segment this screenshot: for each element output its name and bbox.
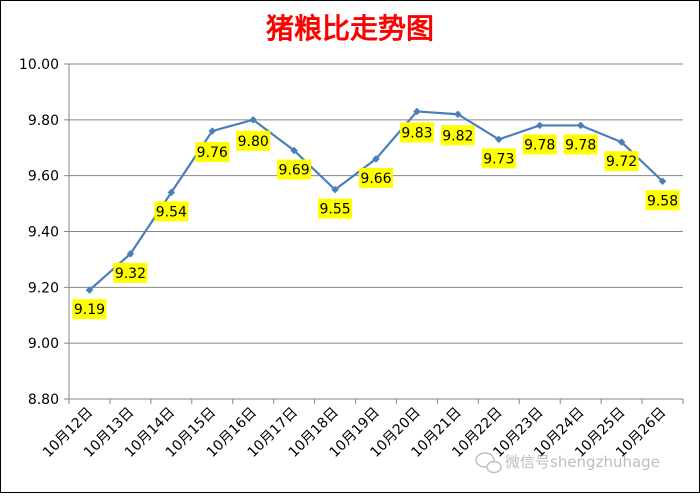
data-point: [413, 107, 421, 116]
data-point: [576, 121, 585, 130]
y-tick-label: 9.40: [28, 225, 59, 241]
gridlines: [69, 63, 683, 344]
data-label-box: [72, 299, 107, 320]
data-label: 9.32: [113, 262, 148, 283]
data-label: 9.66: [359, 167, 393, 188]
data-label: 9.19: [72, 299, 107, 320]
data-label-box: [481, 148, 516, 169]
data-label-box: [563, 134, 598, 155]
data-label-box: [359, 167, 393, 188]
data-label: 9.58: [645, 190, 680, 211]
data-label: 9.83: [399, 122, 434, 143]
data-label-text: 9.72: [606, 154, 637, 170]
data-label-text: 9.19: [74, 302, 105, 318]
chart-title: 猪粮比走势图: [266, 12, 434, 45]
data-label: 9.54: [154, 201, 189, 222]
data-label-box: [440, 125, 475, 146]
data-label-text: 9.73: [483, 151, 514, 167]
data-label-box: [154, 201, 189, 222]
data-label: 9.55: [318, 198, 353, 219]
y-tick-labels: 8.80 9.00 9.20 9.40 9.60 9.80 10.00: [19, 57, 59, 408]
y-tick-label: 8.80: [28, 392, 59, 408]
data-point: [454, 110, 462, 119]
data-label: 9.78: [563, 134, 598, 155]
data-point: [494, 135, 503, 144]
data-point: [126, 249, 135, 258]
data-label-text: 9.78: [565, 137, 596, 153]
data-label: 9.78: [522, 134, 557, 155]
data-point: [85, 286, 94, 294]
y-tick-label: 9.80: [28, 113, 59, 129]
data-label-box: [318, 198, 353, 219]
data-label: 9.82: [440, 125, 475, 146]
data-label-box: [399, 122, 434, 143]
axes: [64, 63, 684, 404]
data-label-box: [277, 159, 312, 180]
data-label-text: 9.76: [197, 145, 228, 161]
data-label-text: 9.58: [647, 193, 678, 209]
data-point: [331, 185, 339, 194]
data-label-text: 9.54: [156, 204, 187, 220]
data-label-text: 9.69: [279, 163, 310, 179]
data-point: [208, 127, 217, 135]
data-label-text: 9.32: [115, 266, 146, 282]
data-label: 9.76: [195, 142, 230, 162]
wechat-icon: [475, 452, 502, 474]
data-label: 9.72: [604, 151, 639, 172]
data-point: [249, 115, 258, 124]
watermark-text: 微信号shengzhuhage: [505, 453, 660, 471]
data-label-text: 9.55: [319, 202, 350, 218]
data-label-text: 9.66: [360, 171, 391, 187]
data-point: [617, 138, 626, 147]
data-point: [167, 188, 176, 197]
data-labels: 9.19 9.32 9.54 9.76 9.80 9.69 9.55 9.66 9.83 9.82…: [72, 122, 680, 320]
data-label-box: [604, 151, 639, 172]
data-label-box: [113, 262, 148, 283]
data-markers: [85, 107, 667, 294]
y-tick-label: 10.00: [19, 57, 59, 73]
data-label-box: [195, 142, 230, 162]
data-point: [290, 146, 298, 155]
data-label: 9.73: [481, 148, 516, 169]
data-label-box: [236, 130, 271, 151]
data-label-box: [522, 134, 557, 155]
data-label-text: 9.82: [442, 128, 473, 144]
data-point: [658, 177, 667, 186]
data-label-text: 9.83: [401, 125, 432, 141]
data-label-box: [645, 190, 680, 211]
data-point: [535, 121, 544, 130]
y-tick-label: 9.00: [28, 336, 59, 352]
data-label: 9.80: [236, 130, 271, 151]
y-tick-label: 9.60: [28, 169, 59, 185]
data-point: [372, 155, 380, 163]
watermark: 微信号shengzhuhage: [475, 452, 660, 474]
data-label: 9.69: [277, 159, 312, 180]
y-tick-label: 9.20: [28, 280, 59, 296]
data-label-text: 9.78: [524, 137, 555, 153]
data-label-text: 9.80: [238, 134, 269, 150]
